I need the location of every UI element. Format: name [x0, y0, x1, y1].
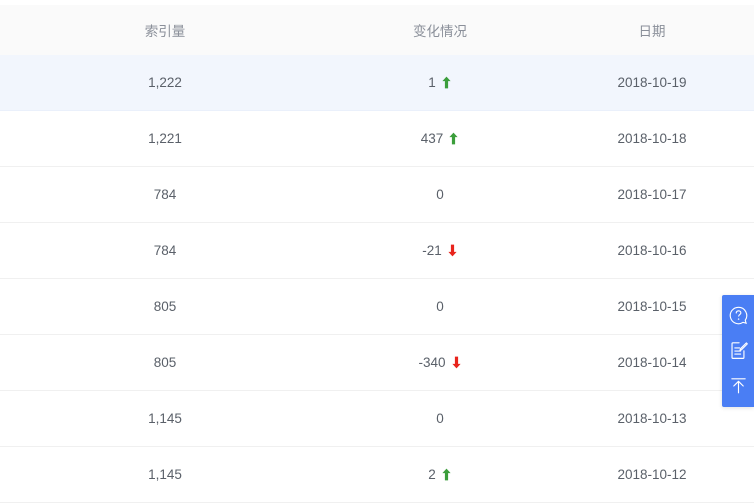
table-row[interactable]: 805 -340 2018-10-14 [0, 334, 754, 391]
change-value: 0 [436, 187, 444, 202]
cell-change: 1 [330, 55, 550, 111]
change-value-wrapper: 0 [436, 187, 444, 202]
column-header-index-volume[interactable]: 索引量 [0, 5, 330, 55]
back-to-top-icon [728, 375, 749, 396]
cell-change: 2 [330, 446, 550, 503]
table-row[interactable]: 784 0 2018-10-17 [0, 166, 754, 223]
help-question-icon [728, 305, 749, 326]
arrow-up-icon [441, 76, 452, 89]
change-value-wrapper: 2 [428, 467, 452, 482]
cell-change: 0 [330, 166, 550, 223]
cell-change: -340 [330, 334, 550, 391]
cell-index-volume: 1,221 [0, 110, 330, 167]
change-value-wrapper: 1 [428, 75, 452, 90]
table-row[interactable]: 805 0 2018-10-15 [0, 278, 754, 335]
index-volume-table: 索引量 变化情况 日期 1,222 1 2018-10-19 1,221 437 2018… [0, 5, 754, 503]
cell-index-volume: 805 [0, 334, 330, 391]
arrow-down-icon [447, 244, 458, 257]
table-body: 1,222 1 2018-10-19 1,221 437 2018-10-18 784 0 20… [0, 55, 754, 503]
change-value: 1 [428, 75, 436, 90]
table-row[interactable]: 1,145 0 2018-10-13 [0, 390, 754, 447]
cell-change: 0 [330, 278, 550, 335]
feedback-edit-button[interactable] [722, 333, 754, 368]
feedback-edit-icon [728, 340, 749, 361]
change-value-wrapper: 0 [436, 411, 444, 426]
cell-index-volume: 1,145 [0, 446, 330, 503]
cell-date: 2018-10-12 [550, 446, 754, 503]
floating-side-widget [722, 295, 754, 407]
cell-index-volume: 784 [0, 222, 330, 279]
change-value: -340 [418, 355, 446, 370]
change-value: 0 [436, 411, 444, 426]
table-header-row: 索引量 变化情况 日期 [0, 5, 754, 55]
table-row[interactable]: 1,221 437 2018-10-18 [0, 110, 754, 167]
change-value: 2 [428, 467, 436, 482]
cell-date: 2018-10-18 [550, 110, 754, 167]
change-value: 0 [436, 299, 444, 314]
cell-index-volume: 1,222 [0, 55, 330, 111]
table-row[interactable]: 784 -21 2018-10-16 [0, 222, 754, 279]
table-row[interactable]: 1,145 2 2018-10-12 [0, 446, 754, 503]
arrow-up-icon [448, 132, 459, 145]
table-header: 索引量 变化情况 日期 [0, 5, 754, 55]
change-value-wrapper: 437 [421, 131, 460, 146]
arrow-up-icon [441, 468, 452, 481]
change-value-wrapper: -21 [422, 243, 458, 258]
change-value-wrapper: -340 [418, 355, 461, 370]
back-to-top-button[interactable] [722, 368, 754, 403]
column-header-change[interactable]: 变化情况 [330, 5, 550, 55]
column-header-date[interactable]: 日期 [550, 5, 754, 55]
arrow-down-icon [451, 356, 462, 369]
cell-date: 2018-10-17 [550, 166, 754, 223]
change-value: -21 [422, 243, 442, 258]
cell-date: 2018-10-14 [550, 334, 754, 391]
cell-change: -21 [330, 222, 550, 279]
cell-date: 2018-10-13 [550, 390, 754, 447]
cell-date: 2018-10-15 [550, 278, 754, 335]
cell-date: 2018-10-19 [550, 55, 754, 111]
cell-change: 0 [330, 390, 550, 447]
table-row[interactable]: 1,222 1 2018-10-19 [0, 55, 754, 111]
cell-index-volume: 1,145 [0, 390, 330, 447]
index-volume-page: 索引量 变化情况 日期 1,222 1 2018-10-19 1,221 437 2018… [0, 5, 754, 503]
help-question-button[interactable] [722, 298, 754, 333]
cell-change: 437 [330, 110, 550, 167]
change-value: 437 [420, 131, 444, 146]
cell-date: 2018-10-16 [550, 222, 754, 279]
change-value-wrapper: 0 [436, 299, 444, 314]
cell-index-volume: 805 [0, 278, 330, 335]
cell-index-volume: 784 [0, 166, 330, 223]
